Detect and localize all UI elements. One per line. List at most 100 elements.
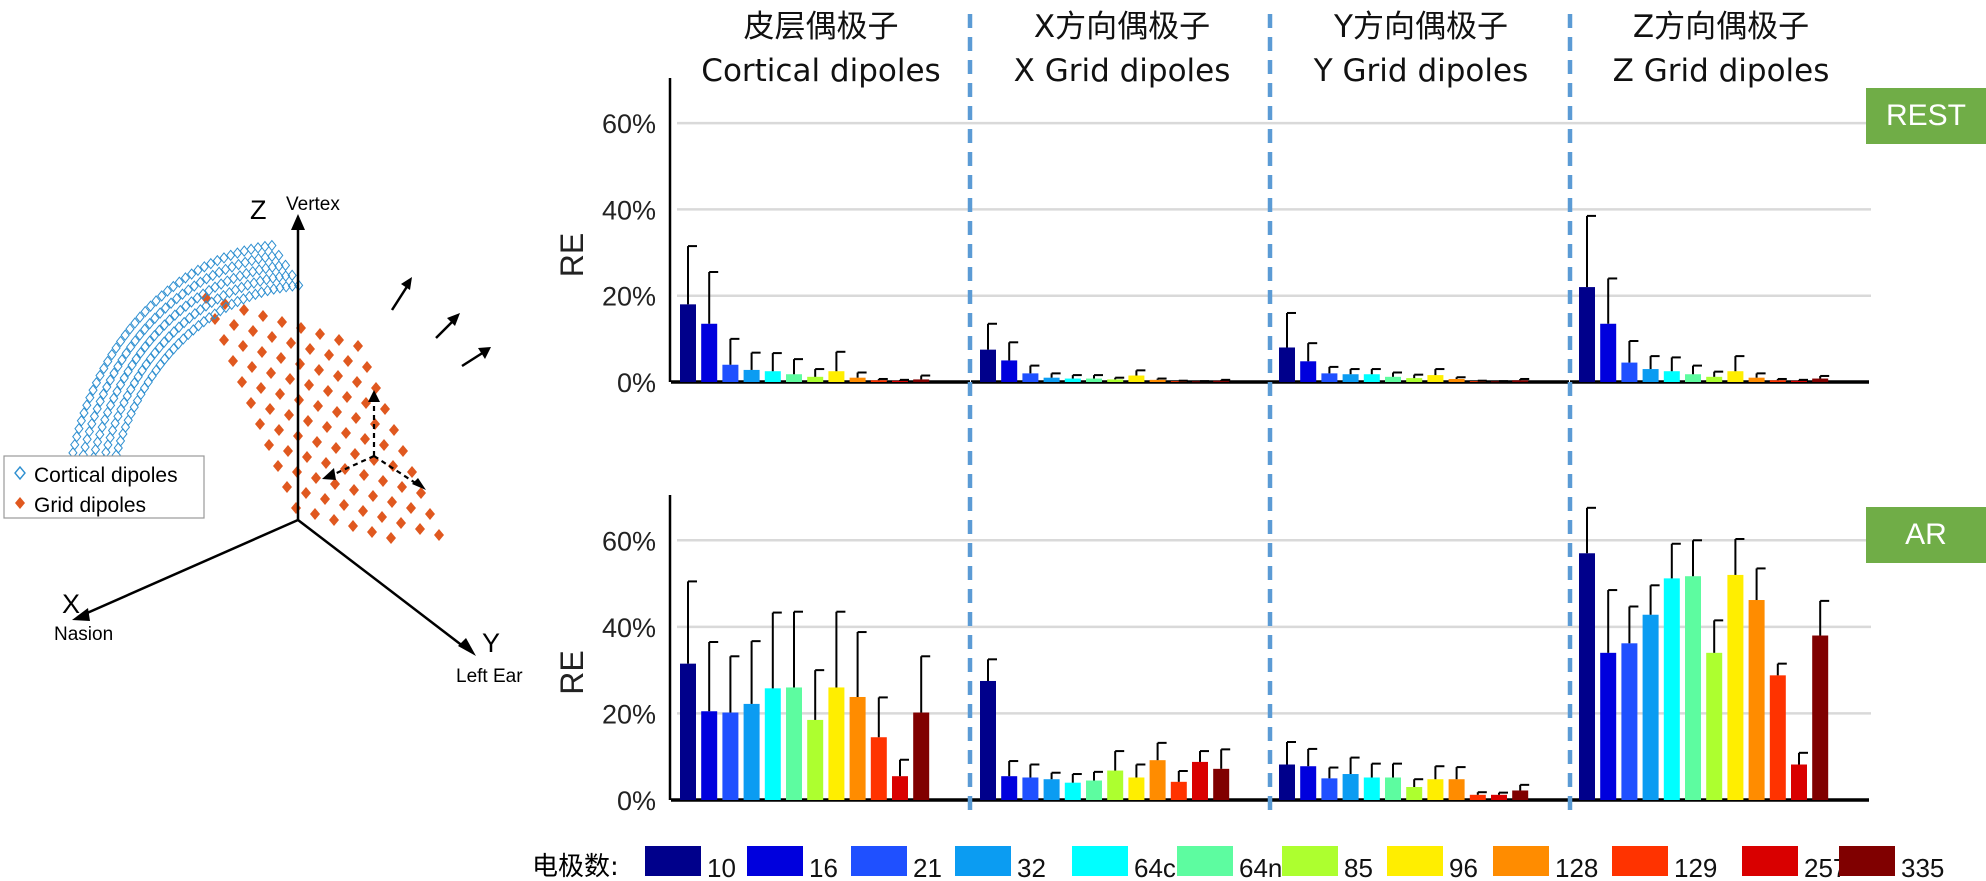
cortical-dipole-marker	[88, 384, 98, 396]
cortical-dipole-marker	[186, 296, 197, 308]
y-axis-arrowhead	[458, 638, 476, 656]
bar	[786, 687, 802, 800]
cortical-dipole-marker	[179, 316, 189, 329]
grid-dipole-marker	[386, 532, 396, 544]
cortical-dipole-marker	[103, 355, 113, 368]
bar	[1491, 794, 1507, 800]
cortical-dipole-marker	[135, 329, 145, 341]
grid-dipole-marker	[285, 373, 295, 385]
bar	[1022, 373, 1039, 382]
legend-label: 21	[913, 853, 942, 881]
cortical-dipole-marker	[261, 262, 271, 275]
grid-dipole-marker	[265, 403, 275, 415]
cortical-dipole-marker	[119, 396, 129, 409]
cortical-dipole-marker	[219, 252, 229, 264]
cortical-dipole-marker	[82, 399, 92, 412]
cortical-dipole-marker	[95, 395, 105, 408]
z-axis-sub-label: Vertex	[286, 194, 340, 215]
legend-label: 129	[1674, 853, 1717, 881]
cortical-dipole-marker	[155, 307, 165, 319]
cortical-dipole-marker	[115, 378, 126, 391]
grid-dipole-marker	[342, 391, 352, 403]
cortical-dipole-marker	[129, 401, 139, 413]
bar	[1663, 578, 1680, 800]
bar	[980, 680, 996, 800]
grid-dipole-marker	[315, 328, 325, 340]
y-tick-label: 20%	[602, 282, 656, 312]
cortical-dipole-marker	[70, 438, 80, 451]
cortical-dipole-marker	[125, 323, 135, 335]
legend-swatch	[1839, 846, 1895, 876]
grid-dipole-marker	[339, 499, 349, 511]
grid-dipole-marker	[368, 490, 378, 502]
cortical-dipole-marker	[120, 329, 130, 341]
cortical-dipole-marker	[178, 333, 188, 345]
cortical-dipole-marker	[117, 354, 127, 366]
grid-dipole-marker	[343, 355, 353, 367]
cortical-dipole-marker	[92, 402, 102, 415]
cortical-dipole-marker	[136, 388, 146, 401]
cortical-dipole-marker	[103, 439, 113, 451]
bar	[1512, 790, 1529, 800]
cortical-dipole-marker	[274, 260, 284, 272]
cortical-dipole-marker	[232, 247, 243, 259]
cortical-dipole-marker	[287, 269, 297, 282]
cortical-dipole-marker	[233, 258, 244, 271]
cortical-dipole-marker	[113, 410, 123, 423]
cortical-dipole-marker	[154, 324, 165, 337]
bar	[1663, 371, 1680, 382]
cortical-dipole-marker	[190, 308, 200, 320]
bar	[1192, 761, 1208, 800]
cortical-dipole-marker	[206, 257, 216, 270]
cortical-dipole-marker	[145, 352, 156, 365]
cortical-dipole-marker	[247, 254, 257, 267]
bar	[870, 380, 887, 382]
grid-dipole-marker	[238, 340, 248, 352]
cortical-dipole-marker	[130, 317, 140, 329]
cortical-dipole-marker	[105, 431, 115, 444]
bar	[1512, 380, 1529, 382]
cortical-dipole-marker	[123, 365, 133, 378]
bar	[1642, 614, 1659, 800]
bar	[1385, 777, 1401, 800]
bar	[1600, 652, 1617, 800]
bar	[1385, 376, 1401, 382]
cortical-dipole-marker	[105, 399, 116, 412]
column-header-zh: Z方向偶极子	[1632, 9, 1810, 45]
grid-dipole-marker	[379, 439, 389, 451]
grid-dipole-marker	[353, 340, 363, 352]
cortical-dipole-marker	[131, 353, 141, 365]
column-header-en: X Grid dipoles	[1013, 53, 1231, 89]
legend-label: 16	[809, 853, 838, 881]
grid-dipole-marker	[389, 424, 399, 436]
bar	[870, 737, 887, 800]
bar	[1791, 380, 1807, 382]
bar	[913, 712, 930, 800]
bar	[1685, 374, 1701, 382]
grid-dipole-marker	[359, 469, 369, 481]
column-header-zh: 皮层偶极子	[743, 9, 899, 45]
cortical-dipole-marker	[168, 280, 178, 293]
bar	[1064, 378, 1081, 382]
bar	[1300, 361, 1317, 382]
grid-dipole-marker	[247, 361, 257, 373]
cortical-dipole-marker	[164, 314, 175, 326]
y-tick-label: 60%	[602, 526, 656, 556]
grid-dipole-marker	[324, 349, 334, 361]
cortical-dipole-marker	[74, 422, 84, 435]
cortical-dipole-marker	[188, 324, 198, 336]
grid-dipole-marker	[219, 334, 229, 346]
cortical-dipole-marker	[212, 293, 223, 305]
grid-dipole-marker	[320, 493, 330, 505]
column-header-y-grid: Y方向偶极子 Y Grid dipoles	[1276, 5, 1566, 93]
bar	[1406, 787, 1423, 800]
grid-dipole-marker	[311, 472, 321, 484]
cortical-dipole-marker	[107, 424, 118, 437]
cortical-dipole-marker	[280, 259, 291, 272]
bar	[1086, 780, 1102, 800]
cortical-dipole-marker	[160, 302, 171, 314]
electrode-count-legend: 电极数: 10 16 21 32 64c 64n 85 96 128 129 257 335	[532, 846, 1944, 881]
y-axis-label: RE	[554, 233, 590, 277]
cortical-dipole-marker	[140, 305, 150, 318]
